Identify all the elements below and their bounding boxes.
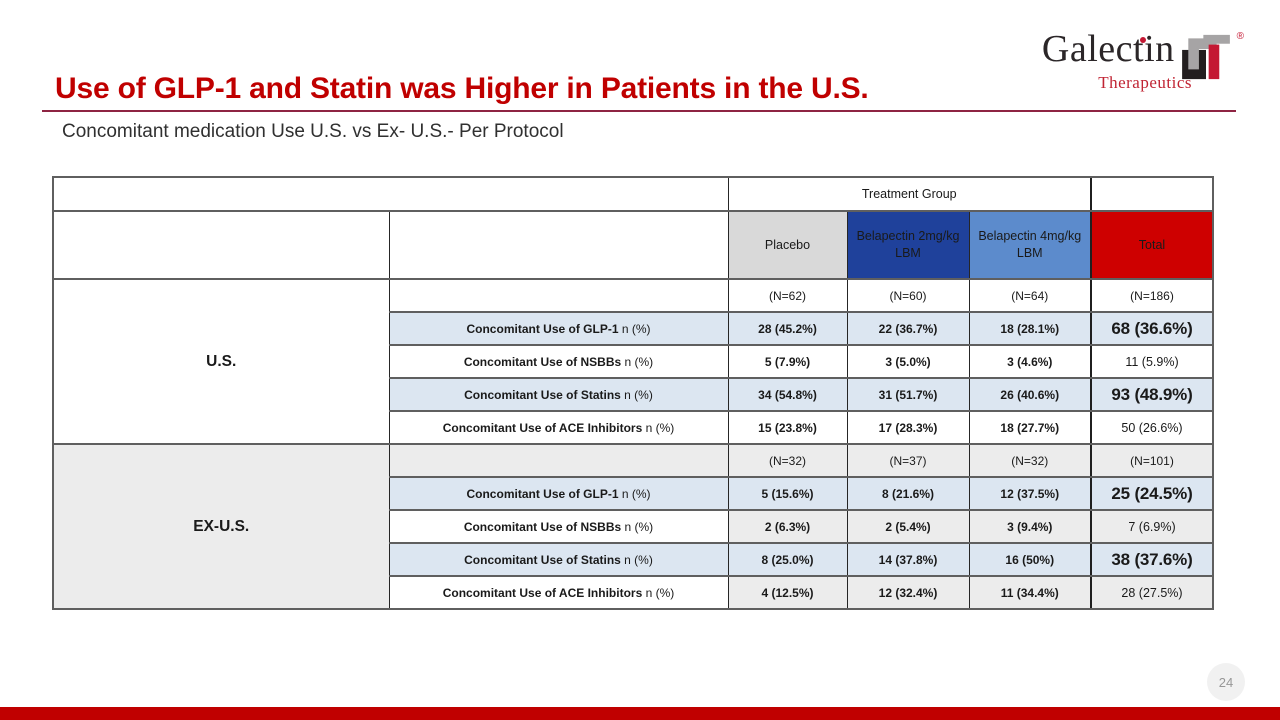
table-row-us-glp1: Concomitant Use of GLP-1 n (%) 28 (45.2%… (53, 311, 1214, 346)
data-cell: 5 (7.9%) (727, 344, 848, 379)
row-label: Concomitant Use of GLP-1 n (%) (388, 311, 729, 346)
data-cell: 5 (15.6%) (727, 476, 848, 511)
gt-logo-icon (1181, 34, 1230, 80)
n-cell: (N=60) (846, 278, 970, 313)
table-row-us-ace: Concomitant Use of ACE Inhibitors n (%) … (53, 410, 1214, 445)
logo-wordmark: Galectin (1041, 28, 1175, 70)
empty-cell (52, 210, 390, 280)
n-cell: (N=186) (1090, 278, 1214, 313)
row-label: Concomitant Use of GLP-1 n (%) (388, 476, 729, 511)
total-cell: 38 (37.6%) (1090, 542, 1214, 577)
column-header-belapectin-4mg: Belapectin 4mg/kg LBM (968, 210, 1092, 280)
data-cell: 34 (54.8%) (727, 377, 848, 412)
row-label: Concomitant Use of NSBBs n (%) (388, 344, 729, 379)
title-underline (42, 110, 1236, 112)
table-row-exus-statins: Concomitant Use of Statins n (%) 8 (25.0… (53, 542, 1214, 577)
page-number: 24 (1218, 674, 1234, 690)
data-cell: 8 (25.0%) (727, 542, 848, 577)
table-row-exus-nsbbs: Concomitant Use of NSBBs n (%) 2 (6.3%) … (53, 509, 1214, 544)
total-cell: 7 (6.9%) (1090, 509, 1214, 544)
empty-cell (52, 176, 729, 212)
region-cell-ex-us: EX-U.S. (52, 443, 390, 610)
n-cell: (N=64) (968, 278, 1092, 313)
region-cell-us: U.S. (52, 278, 390, 445)
page-title: Use of GLP-1 and Statin was Higher in Pa… (55, 72, 869, 105)
total-cell: 93 (48.9%) (1090, 377, 1214, 412)
data-cell: 31 (51.7%) (846, 377, 970, 412)
n-cell: (N=32) (968, 443, 1092, 478)
data-cell: 17 (28.3%) (846, 410, 970, 445)
data-cell: 2 (6.3%) (727, 509, 848, 544)
row-label: Concomitant Use of Statins n (%) (388, 542, 729, 577)
data-cell: 26 (40.6%) (968, 377, 1092, 412)
table-row-exus-ace: Concomitant Use of ACE Inhibitors n (%) … (53, 575, 1214, 610)
data-cell: 28 (45.2%) (727, 311, 848, 346)
empty-label-cell (388, 443, 729, 478)
total-cell: 11 (5.9%) (1090, 344, 1214, 379)
logo-subtitle: Therapeutics (1098, 73, 1192, 92)
n-cell: (N=32) (727, 443, 848, 478)
n-cell: (N=37) (846, 443, 970, 478)
data-cell: 2 (5.4%) (846, 509, 970, 544)
total-cell: 28 (27.5%) (1090, 575, 1214, 610)
row-label: Concomitant Use of ACE Inhibitors n (%) (388, 410, 729, 445)
concomitant-medication-table: Treatment Group Placebo Belapectin 2mg/k… (52, 176, 1214, 610)
row-label: Concomitant Use of ACE Inhibitors n (%) (388, 575, 729, 610)
total-cell: 50 (26.6%) (1090, 410, 1214, 445)
column-header-belapectin-2mg: Belapectin 2mg/kg LBM (846, 210, 970, 280)
total-cell: 25 (24.5%) (1090, 476, 1214, 511)
data-cell: 11 (34.4%) (968, 575, 1092, 610)
n-cell: (N=62) (727, 278, 848, 313)
table-row-us-statins: Concomitant Use of Statins n (%) 34 (54.… (53, 377, 1214, 412)
logo-i-dot (1139, 37, 1146, 43)
data-cell: 12 (32.4%) (846, 575, 970, 610)
data-cell: 4 (12.5%) (727, 575, 848, 610)
data-cell: 18 (28.1%) (968, 311, 1092, 346)
data-cell: 16 (50%) (968, 542, 1092, 577)
data-cell: 15 (23.8%) (727, 410, 848, 445)
table-row-us-nsbbs: Concomitant Use of NSBBs n (%) 5 (7.9%) … (53, 344, 1214, 379)
data-cell: 3 (5.0%) (846, 344, 970, 379)
page-number-badge: 24 (1207, 663, 1245, 701)
n-cell: (N=101) (1090, 443, 1214, 478)
column-header-total: Total (1090, 210, 1214, 280)
data-cell: 3 (9.4%) (968, 509, 1092, 544)
data-cell: 14 (37.8%) (846, 542, 970, 577)
treatment-group-header: Treatment Group (727, 176, 1092, 212)
bottom-accent-bar (0, 707, 1280, 720)
data-cell: 12 (37.5%) (968, 476, 1092, 511)
data-cell: 18 (27.7%) (968, 410, 1092, 445)
row-label: Concomitant Use of Statins n (%) (388, 377, 729, 412)
table-row-exus-glp1: Concomitant Use of GLP-1 n (%) 5 (15.6%)… (53, 476, 1214, 511)
data-cell: 8 (21.6%) (846, 476, 970, 511)
row-label: Concomitant Use of NSBBs n (%) (388, 509, 729, 544)
registered-mark: ® (1236, 31, 1244, 42)
galectin-logo: Galectin ® Therapeutics (1041, 28, 1244, 93)
empty-cell (388, 210, 729, 280)
data-cell: 22 (36.7%) (846, 311, 970, 346)
page-subtitle: Concomitant medication Use U.S. vs Ex- U… (62, 121, 564, 142)
column-header-placebo: Placebo (727, 210, 848, 280)
data-cell: 3 (4.6%) (968, 344, 1092, 379)
empty-label-cell (388, 278, 729, 313)
empty-cell (1090, 176, 1214, 212)
total-cell: 68 (36.6%) (1090, 311, 1214, 346)
